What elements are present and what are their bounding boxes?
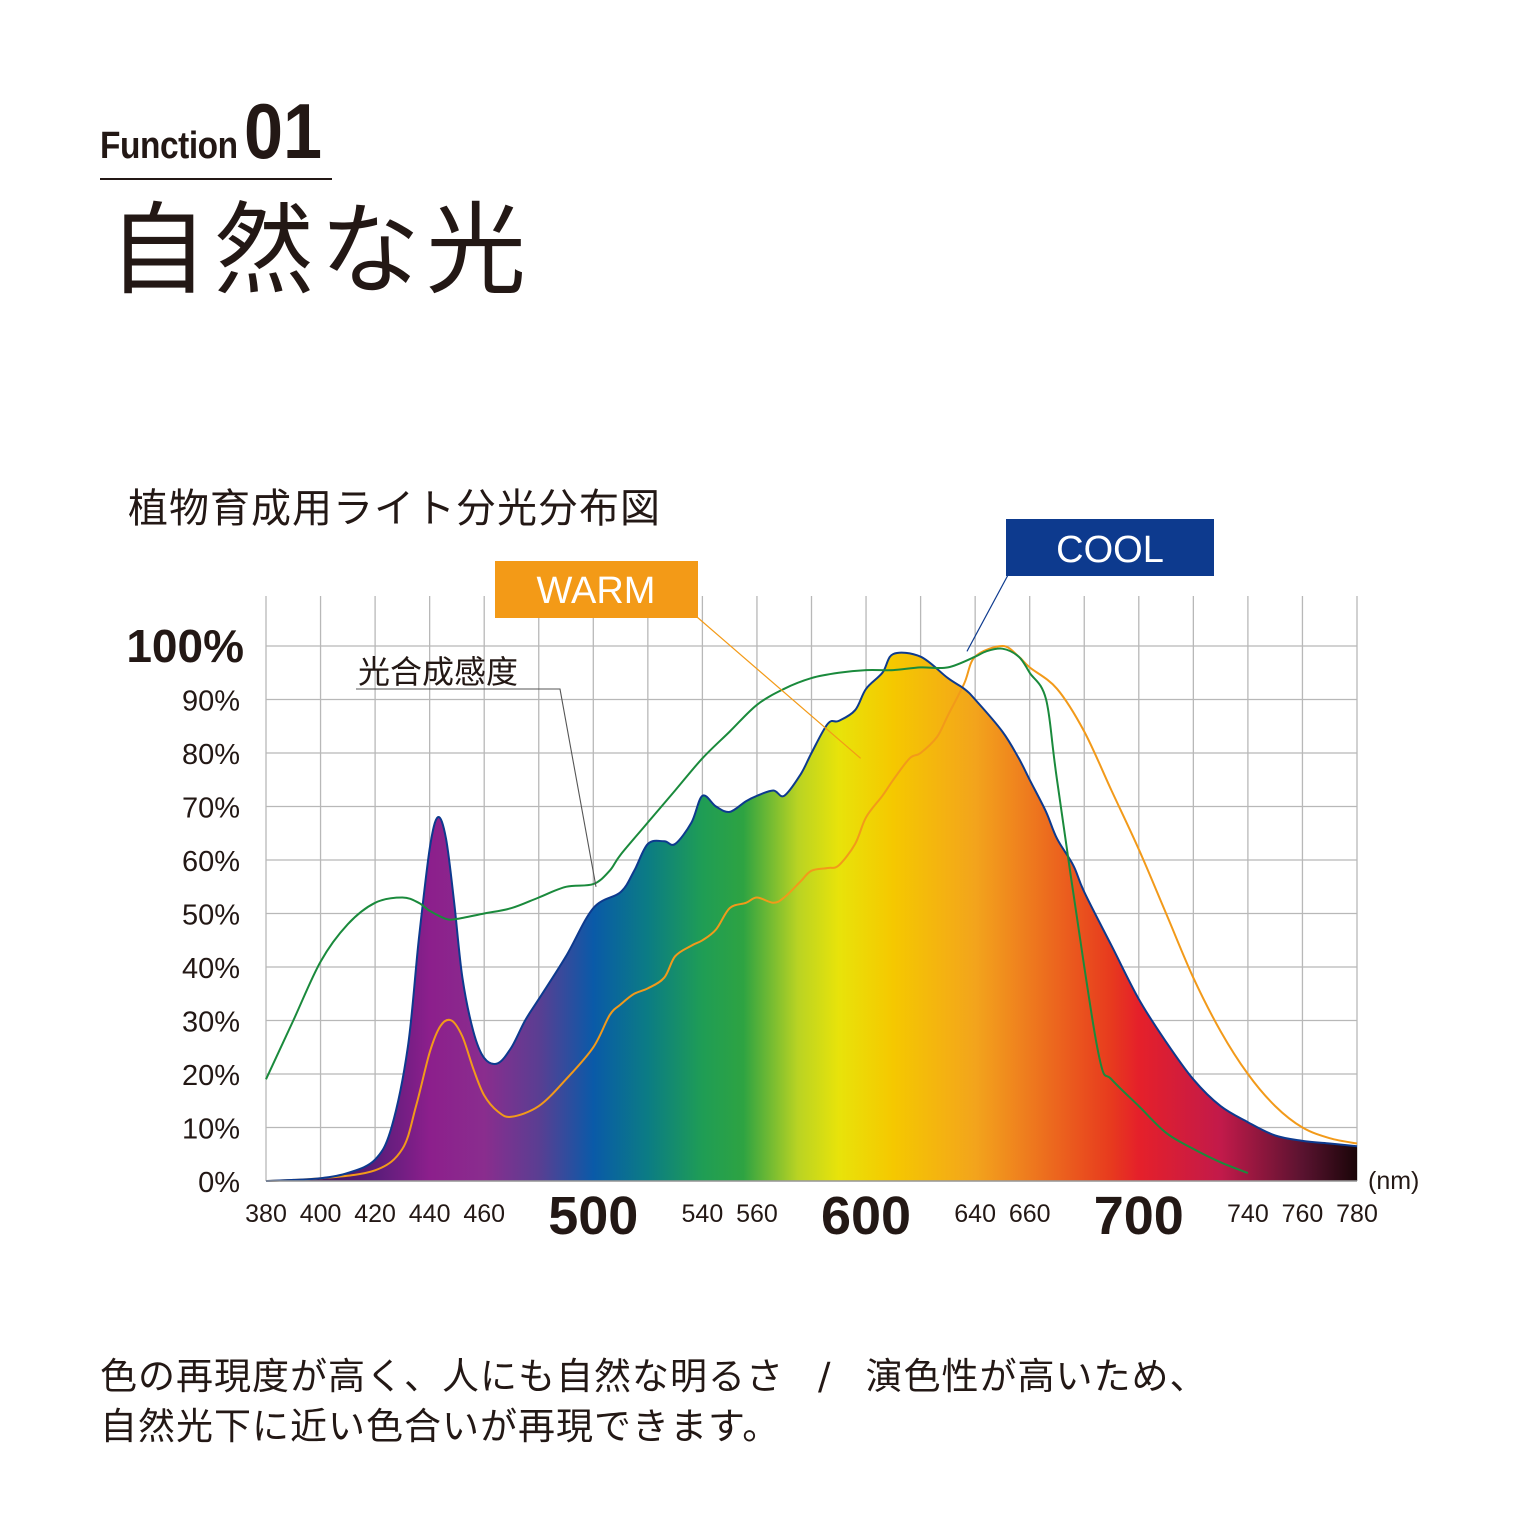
warm-leader-line [696, 616, 861, 759]
photosynthesis-curve [265, 647, 1249, 1174]
y-tick-label: 10% [182, 1114, 240, 1146]
x-tick-label: 460 [463, 1200, 505, 1228]
y-tick-label: 30% [182, 1007, 240, 1039]
y-tick-label: 0% [198, 1167, 240, 1199]
function-number: 01 [244, 87, 323, 175]
x-tick-label: 740 [1227, 1200, 1269, 1228]
description-line-1: 色の再現度が高く、人にも自然な明るさ / 演色性が高いため、 [100, 1352, 1207, 1402]
description-text-2: 演色性が高いため、 [865, 1355, 1208, 1398]
y-tick-label: 40% [182, 953, 240, 985]
spectrum-chart: 0% 10% 20% 30% 40% 50% 60% 70% 80% 90% 100% 380 400 4… [126, 519, 1419, 1246]
y-tick-label: 50% [182, 900, 240, 932]
x-tick-label: 400 [300, 1200, 342, 1228]
description-text-1: 色の再現度が高く、人にも自然な明るさ [100, 1355, 784, 1398]
cool-label-text: COOL [1056, 529, 1164, 571]
x-tick-label: 700 [1094, 1186, 1184, 1246]
x-tick-label: 560 [736, 1200, 778, 1228]
x-tick-label: 760 [1282, 1200, 1324, 1228]
cool-curve [265, 651, 1358, 1182]
chart-title: 植物育成用ライト分光分布図 [128, 486, 661, 532]
photosynthesis-leader-line [356, 688, 597, 887]
x-tick-label: 540 [682, 1200, 724, 1228]
photosynthesis-label-text: 光合成感度 [358, 653, 518, 691]
y-tick-label: 20% [182, 1060, 240, 1092]
warm-label: WARM [495, 561, 861, 759]
function-header: Function 01 [100, 92, 332, 180]
x-tick-label: 500 [548, 1186, 638, 1246]
header-underline [100, 178, 332, 180]
warm-label-box [495, 561, 698, 618]
y-tick-label: 100% [126, 620, 244, 672]
function-label: Function [100, 125, 238, 167]
x-tick-label: 420 [354, 1200, 396, 1228]
cool-label: COOL [966, 519, 1214, 652]
warm-curve [265, 644, 1358, 1182]
x-axis-unit: (nm) [1368, 1167, 1419, 1195]
y-tick-label: 70% [182, 793, 240, 825]
cool-label-box [1006, 519, 1214, 576]
warm-label-text: WARM [537, 570, 656, 612]
x-tick-label: 780 [1336, 1200, 1378, 1228]
page-title: 自然な光 [108, 192, 532, 309]
y-tick-label: 90% [182, 686, 240, 718]
x-tick-label: 660 [1009, 1200, 1051, 1228]
cool-leader-line [966, 574, 1009, 652]
x-tick-label: 640 [954, 1200, 996, 1228]
description-line-2: 自然光下に近い色合いが再現できます。 [100, 1405, 781, 1448]
spectrum-area [266, 652, 1357, 1181]
description-separator: / [818, 1355, 832, 1398]
x-tick-label: 440 [409, 1200, 451, 1228]
photosynthesis-label: 光合成感度 [356, 653, 597, 887]
y-tick-label: 80% [182, 739, 240, 771]
x-tick-label: 380 [245, 1200, 287, 1228]
description: 色の再現度が高く、人にも自然な明るさ / 演色性が高いため、 自然光下に近い色合いが… [100, 1352, 1207, 1452]
x-tick-label: 600 [821, 1186, 911, 1246]
y-tick-label: 60% [182, 846, 240, 878]
